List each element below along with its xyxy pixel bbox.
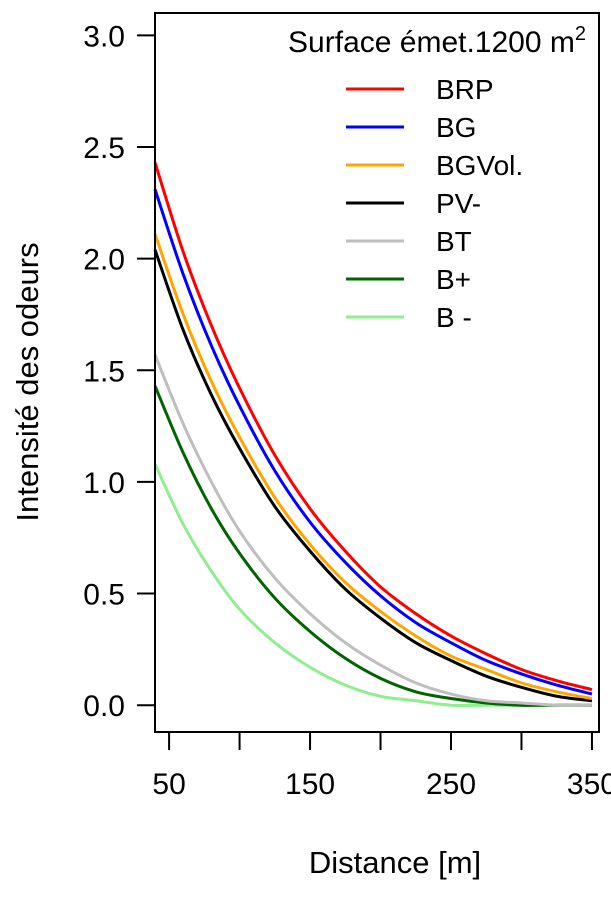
plot-frame (154, 12, 600, 733)
series-line-bgvol (153, 233, 593, 700)
legend-title-text: Surface émet.1200 m (288, 26, 575, 59)
legend-item: B - (346, 302, 472, 333)
legend: Surface émet.1200 m2 BRPBGBGVol.PV-BTB+B… (288, 23, 586, 333)
x-tick-label: 350 (567, 768, 611, 801)
series-line-brp (153, 162, 593, 692)
x-tick-label: 50 (152, 768, 185, 801)
legend-label: B - (436, 302, 472, 333)
series-line-pv (153, 249, 593, 703)
y-tick-label: 0.5 (83, 579, 125, 612)
y-axis: 0.0 0.5 1.0 1.5 2.0 2.5 3.0 (83, 20, 155, 723)
legend-label: BT (436, 226, 472, 257)
y-tick-label: 0.0 (83, 690, 125, 723)
series-line-bt (153, 354, 592, 707)
legend-item: BGVol. (346, 150, 523, 181)
x-axis: 50 150 250 350 (152, 732, 611, 801)
series-line-bg (153, 188, 593, 696)
legend-item: B+ (346, 264, 471, 295)
y-tick-label: 2.0 (83, 244, 125, 277)
legend-title: Surface émet.1200 m2 (288, 23, 586, 59)
legend-label: BGVol. (436, 150, 523, 181)
legend-item: BRP (346, 74, 494, 105)
x-tick-label: 250 (426, 768, 476, 801)
x-tick-label: 150 (285, 768, 335, 801)
y-tick-label: 2.5 (83, 132, 125, 165)
legend-label: BRP (436, 74, 494, 105)
legend-item: PV- (346, 188, 481, 219)
legend-item: BT (346, 226, 472, 257)
y-tick-label: 1.0 (83, 467, 125, 500)
legend-label: B+ (436, 264, 471, 295)
legend-title-superscript: 2 (575, 23, 586, 45)
x-axis-label: Distance [m] (309, 845, 481, 880)
legend-item: BG (346, 112, 476, 143)
series-line-b (153, 385, 592, 707)
legend-label: BG (436, 112, 476, 143)
legend-items: BRP BG BGVol. PV- BT B+ B - (346, 74, 523, 333)
y-tick-label: 1.5 (83, 355, 125, 388)
series-lines (153, 162, 593, 708)
y-axis-label: Intensité des odeurs (10, 242, 45, 521)
legend-label: PV- (436, 188, 481, 219)
y-tick-label: 3.0 (83, 20, 125, 53)
